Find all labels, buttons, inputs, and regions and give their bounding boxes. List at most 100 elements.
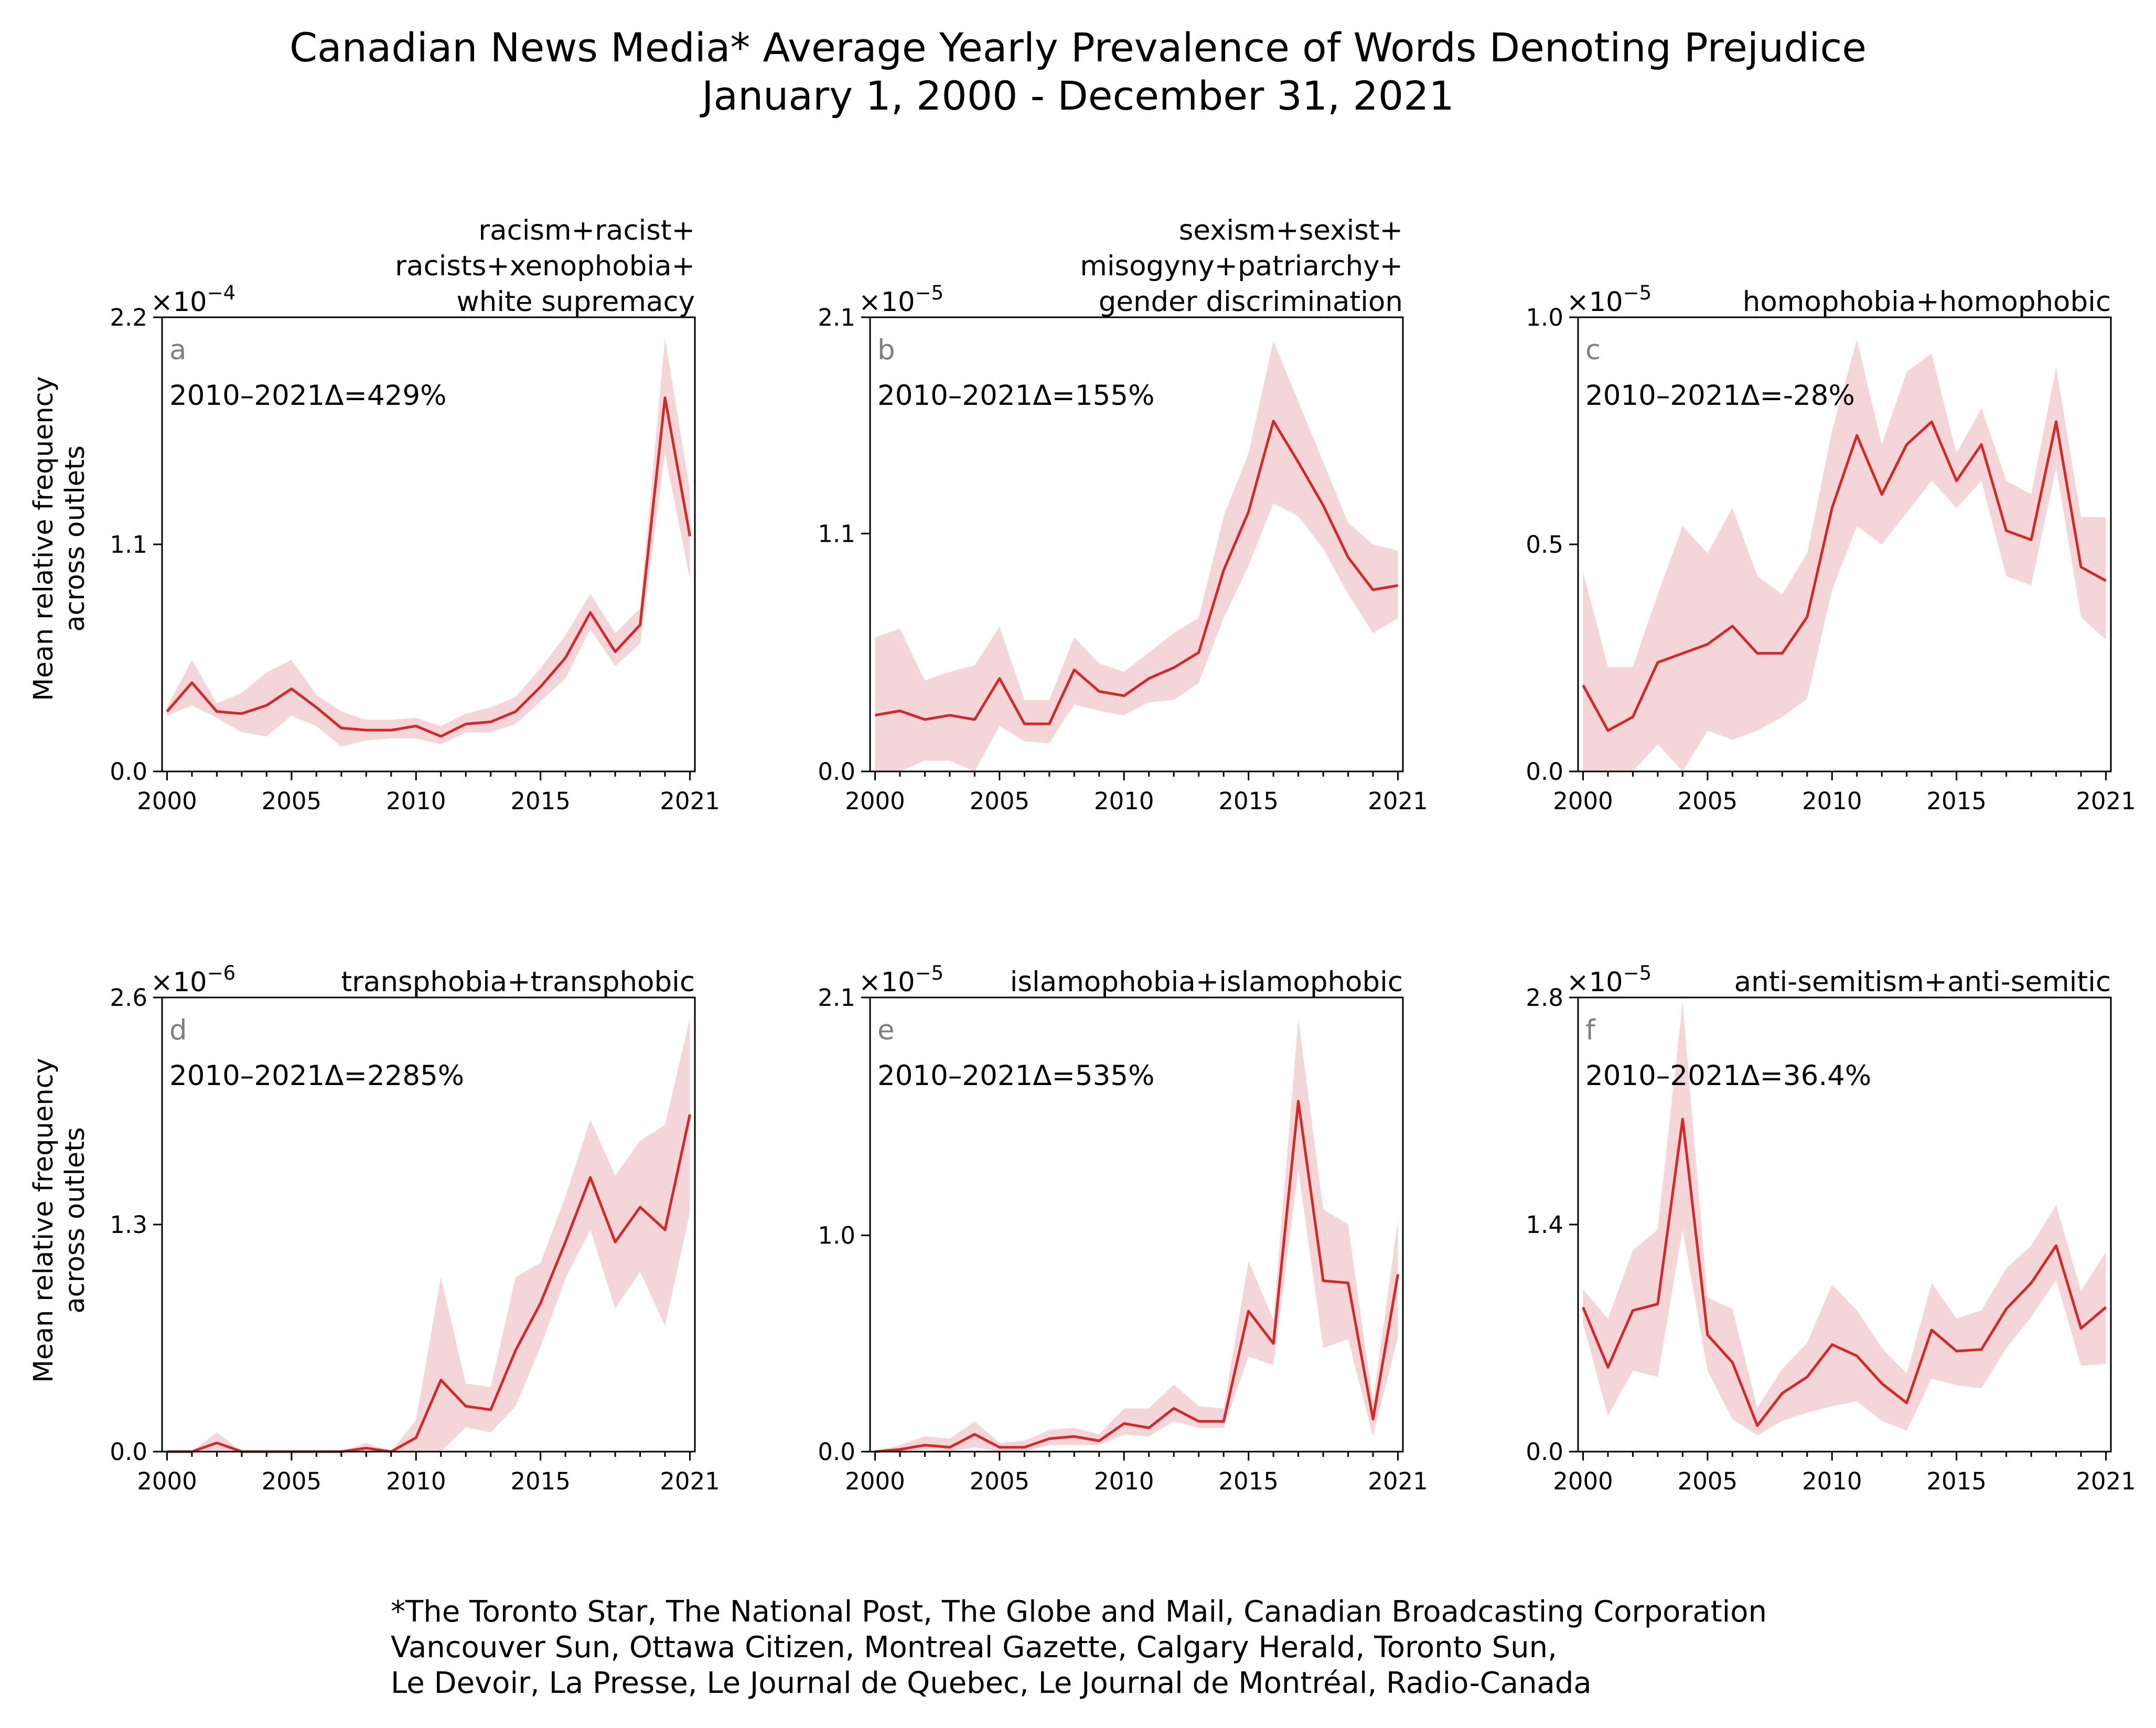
panel-a-data-point	[340, 726, 343, 729]
panel-d-y-tick-label: 0.0	[110, 1438, 147, 1466]
panel-a-confidence-band	[167, 338, 690, 747]
panel-e-data-point	[1122, 1422, 1125, 1425]
panel-e-scale-multiplier-base: ×10	[859, 967, 915, 998]
panel-f-data-point	[1880, 1382, 1883, 1385]
panel-d-data-point	[689, 1113, 692, 1116]
panel-a-data-point	[639, 624, 642, 627]
panel-f-data-point	[2005, 1307, 2008, 1311]
panel-f-data-point	[2030, 1281, 2033, 1284]
panel-a-delta-annotation: 2010–2021Δ=429%	[169, 380, 446, 412]
panel-b-title-line: sexism+sexist+	[1179, 214, 1403, 246]
panel-c-data-point	[2079, 565, 2083, 568]
panel-c-data-point	[1656, 661, 1659, 664]
panel-a-title-line: white supremacy	[456, 286, 695, 318]
panel-f-data-point	[1731, 1361, 1734, 1364]
panel-f-scale-multiplier-base: ×10	[1567, 967, 1623, 998]
panel-f-mean-line	[1582, 1118, 2107, 1427]
panel-e-x-tick-label: 2000	[845, 1467, 905, 1495]
panel-b-data-point	[1322, 504, 1325, 507]
panel-d-confidence-band	[167, 1018, 690, 1452]
panel-b-scale-multiplier-base: ×10	[859, 287, 915, 318]
panel-f-scale-multiplier: ×10−5	[1567, 962, 1651, 998]
panel-d-scale-multiplier: ×10−6	[151, 962, 235, 998]
panel-f-scale-multiplier-exponent: −5	[1623, 962, 1652, 984]
panel-e-confidence-band	[875, 1019, 1398, 1452]
panel-b-data-point	[1197, 651, 1200, 654]
panel-e-scale-multiplier-exponent: −5	[915, 962, 944, 984]
panel-e-letter: e	[877, 1014, 895, 1046]
panel-b-title-line: misogyny+patriarchy+	[1080, 250, 1403, 282]
panel-e-data-point	[1247, 1310, 1250, 1313]
panel-f-x-tick-label: 2010	[1802, 1467, 1862, 1495]
panel-d-data-point	[215, 1441, 218, 1444]
panel-d-data-point	[614, 1240, 617, 1243]
panel-c-x-tick-label: 2010	[1802, 787, 1862, 815]
panel-b-x-tick-label: 2005	[970, 787, 1030, 815]
panel-c-data-point	[2055, 420, 2058, 423]
panel-b-y-tick-label: 1.1	[818, 520, 855, 548]
panel-b-data-point	[973, 718, 976, 721]
panel-a-data-point	[364, 728, 368, 732]
panel-c-confidence-band	[1583, 340, 2106, 771]
panel-a: 2000 2005 2010 2015 2021 0.0 1.1 2.2 ×10−4 racism…	[110, 214, 720, 815]
panel-a-data-point	[166, 710, 169, 713]
panel-e-y-tick-label: 0.0	[818, 1438, 855, 1466]
panel-d-title-line: transphobia+transphobic	[341, 966, 695, 998]
panel-b-data-point	[1247, 510, 1250, 513]
panel-d-data-point	[639, 1206, 642, 1209]
panel-d-x-tick-label: 2000	[137, 1467, 197, 1495]
panel-d-data-point	[489, 1408, 492, 1411]
panel-f-data-point	[1980, 1348, 1983, 1351]
panel-b-delta-annotation: 2010–2021Δ=155%	[877, 380, 1154, 412]
panel-b-data-point	[1172, 666, 1175, 669]
panel-f-data-point	[1930, 1328, 1933, 1332]
panel-e-plot-frame	[869, 996, 1404, 1453]
panel-d-data-point	[539, 1302, 542, 1305]
panel-b-x-tick-label: 2010	[1094, 787, 1154, 815]
panel-e-data-point	[1347, 1281, 1350, 1284]
panel-e-y-tick-label: 2.1	[818, 984, 855, 1012]
panel-f-data-point	[1606, 1366, 1610, 1369]
panel-b-y-tick-label: 2.1	[818, 304, 855, 331]
panel-f: 2000 2005 2010 2015 2021 0.0 1.4 2.8 ×10−5 anti-s…	[1526, 962, 2136, 1495]
panel-d-y-tick-label: 2.6	[110, 984, 147, 1012]
panel-b-data-point	[1222, 569, 1225, 572]
panel-d-data-point	[514, 1349, 517, 1352]
panel-c-data-point	[1830, 507, 1833, 510]
panel-c-y-tick-label: 0.0	[1526, 758, 1563, 786]
panel-d-letter: d	[169, 1014, 187, 1046]
panel-e-data-point	[923, 1444, 926, 1447]
panel-a-scale-multiplier-base: ×10	[151, 287, 207, 318]
panel-f-data-point	[1905, 1401, 1908, 1404]
panel-b-data-point	[923, 718, 926, 721]
panel-c-title-line: homophobia+homophobic	[1743, 286, 2111, 318]
panel-d: 2000 2005 2010 2015 2021 0.0 1.3 2.6 ×10−6 transp…	[110, 962, 720, 1495]
footnote: *The Toronto Star, The National Post, Th…	[391, 1594, 1767, 1701]
panel-b-data-point	[1371, 588, 1375, 592]
panel-b-data-point	[1072, 668, 1076, 671]
panel-f-data-point	[1706, 1333, 1709, 1336]
panel-f-y-tick-label: 1.4	[1526, 1211, 1563, 1239]
panel-f-data-point	[1631, 1309, 1634, 1312]
panel-a-data-point	[190, 681, 194, 684]
panel-c-data-point	[1780, 652, 1784, 655]
panel-b-letter: b	[877, 334, 895, 366]
panel-c-data-point	[2030, 538, 2033, 541]
panel-a-data-point	[315, 706, 318, 709]
panel-c-x-tick-label: 2000	[1553, 787, 1613, 815]
panel-e-data-point	[1197, 1420, 1200, 1423]
panel-c-scale-multiplier: ×10−5	[1567, 282, 1651, 318]
panel-b-data-point	[1098, 690, 1101, 693]
panel-f-x-tick-label: 2015	[1926, 1467, 1987, 1495]
panel-c-data-point	[1756, 652, 1759, 655]
panel-b-data-point	[1122, 694, 1125, 697]
panel-e-data-point	[898, 1448, 902, 1451]
panel-c-data-point	[1731, 625, 1734, 628]
panel-f-y-tick-label: 2.8	[1526, 984, 1563, 1012]
panel-f-letter: f	[1585, 1014, 1596, 1046]
panel-c-data-point	[1930, 420, 1933, 423]
panel-a-data-point	[564, 657, 567, 660]
panel-e-data-point	[1172, 1407, 1175, 1410]
panel-a-x-tick-label: 2010	[386, 787, 446, 815]
panel-e-data-point	[973, 1433, 976, 1436]
